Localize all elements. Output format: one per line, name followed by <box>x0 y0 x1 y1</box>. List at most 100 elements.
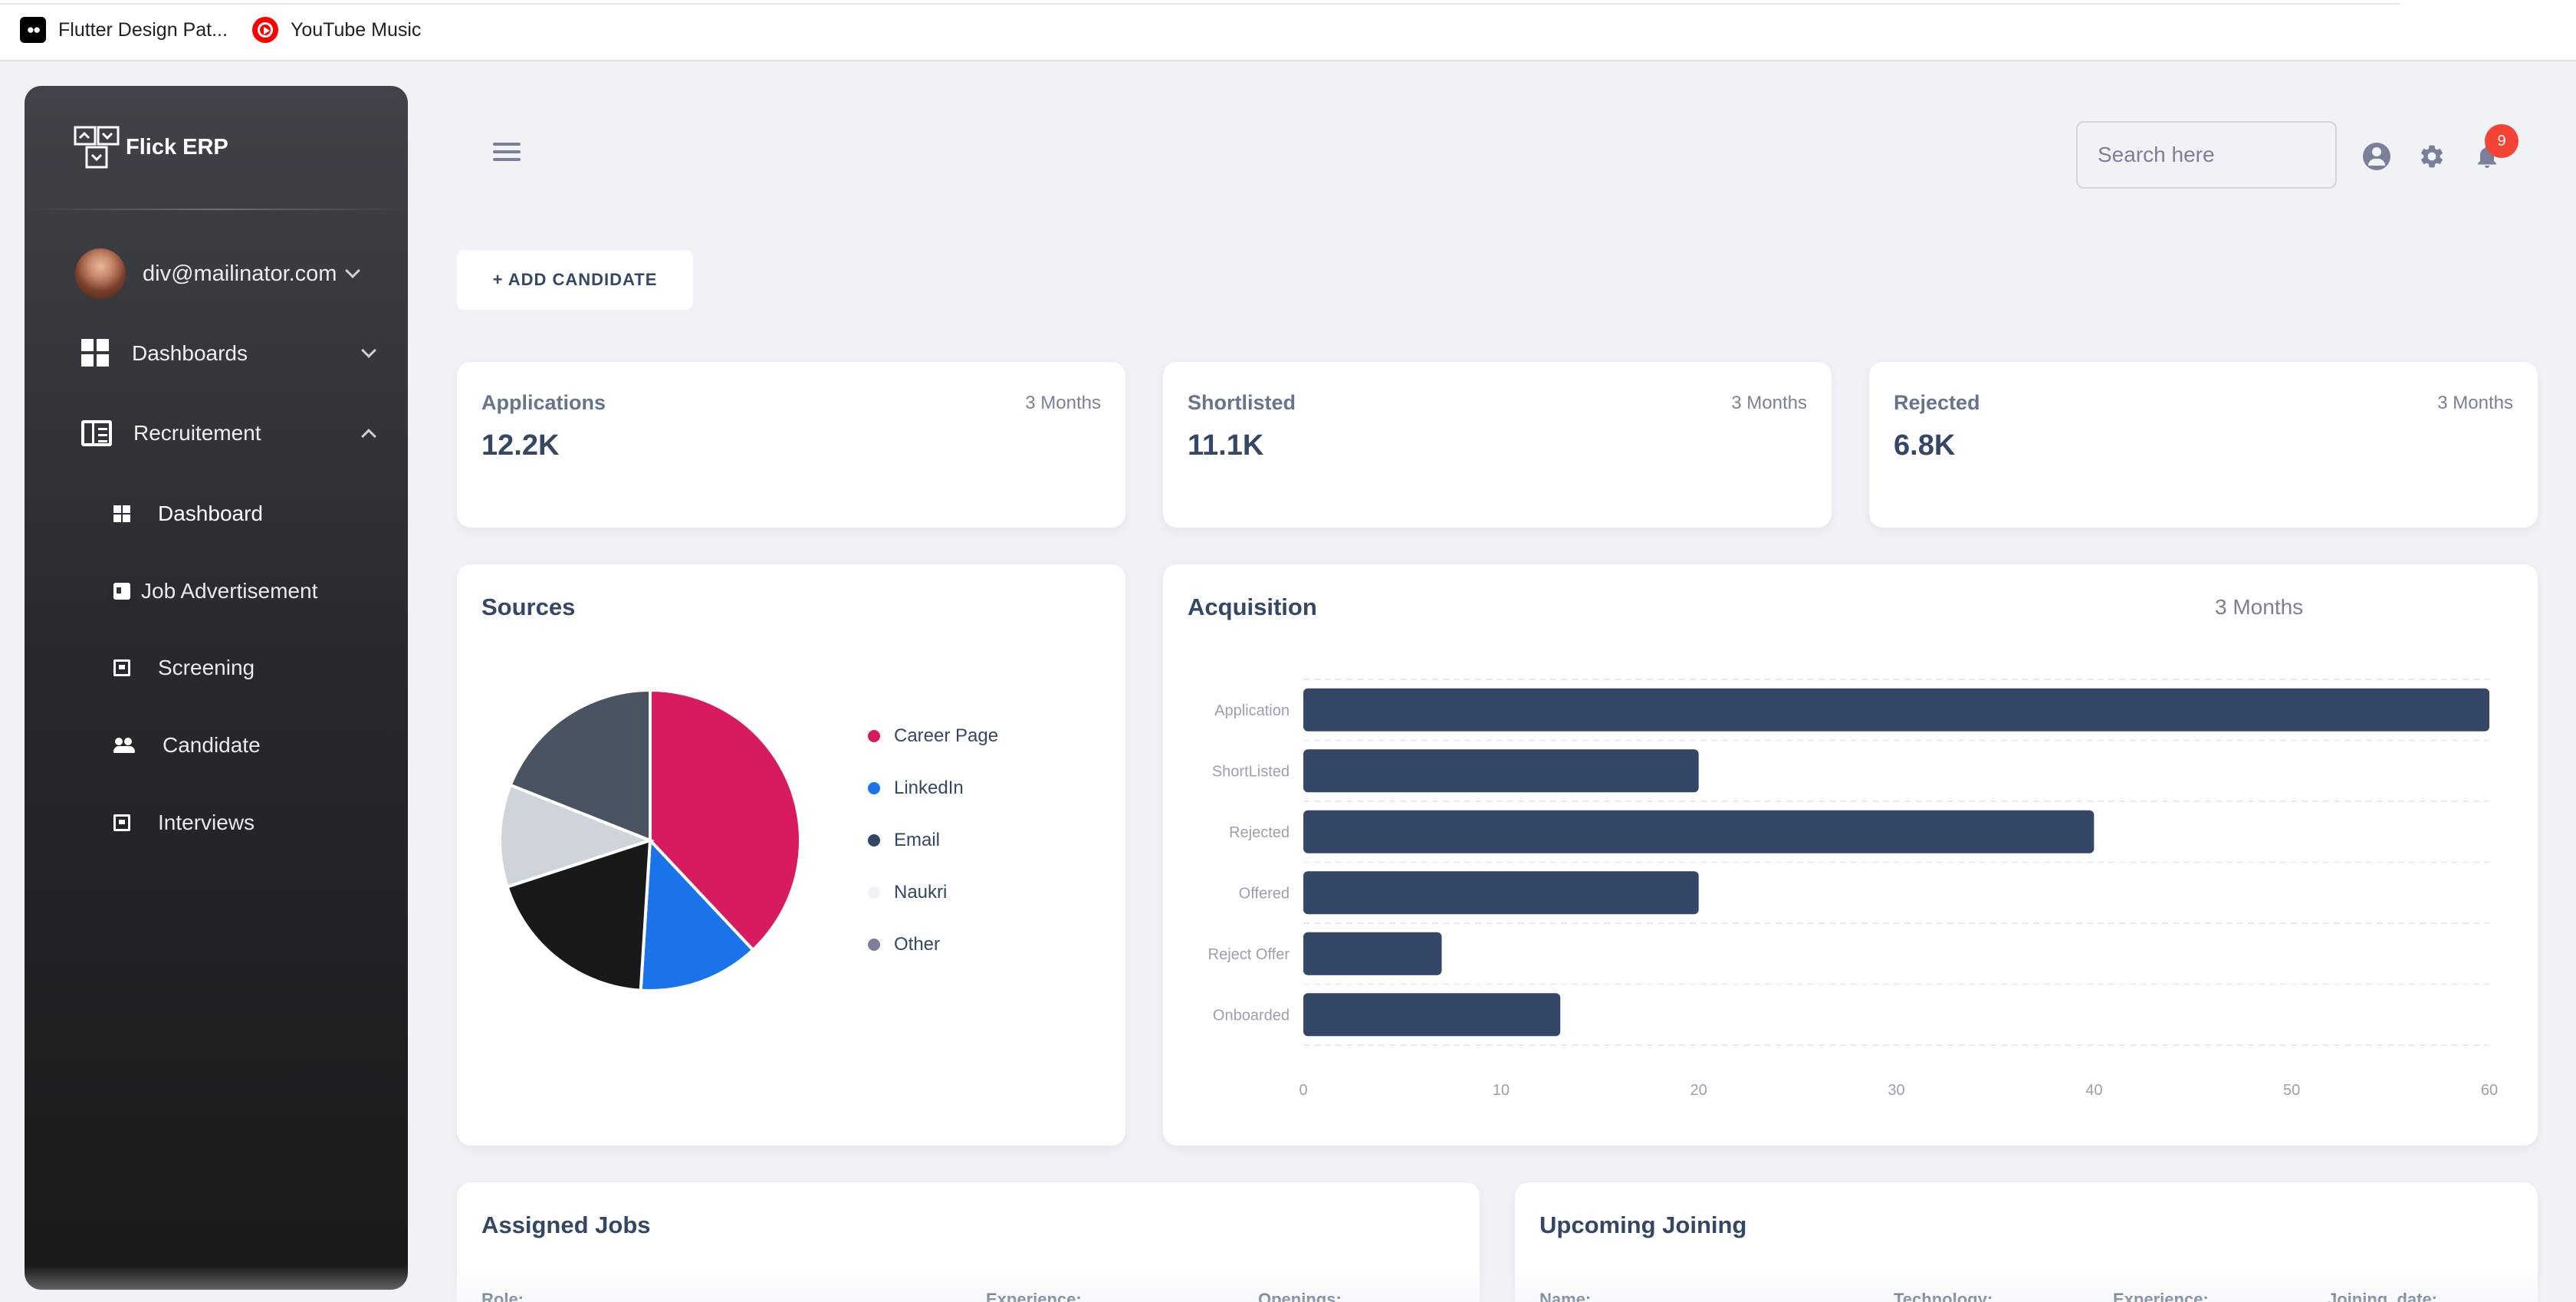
recruitment-icon <box>81 420 112 446</box>
stat-title: Rejected <box>1894 391 1980 414</box>
pie-slice-career-page[interactable] <box>649 688 802 952</box>
sidebar-subitem-screening[interactable]: Screening <box>113 656 255 680</box>
pie-slice-email[interactable] <box>505 838 652 992</box>
card-icon <box>113 583 130 600</box>
card-title: Upcoming Joining <box>1539 1212 1747 1238</box>
sidebar-divider <box>25 209 408 210</box>
legend-label: LinkedIn <box>894 778 964 798</box>
sidebar-subitem-interviews[interactable]: Interviews <box>113 810 255 835</box>
y-tick-label: ShortListed <box>1212 763 1290 780</box>
x-tick-label: 30 <box>1888 1082 1904 1099</box>
sidebar-subitem-label: Interviews <box>158 810 255 834</box>
upcoming-joining-card: Upcoming Joining Name: Technology: Exper… <box>1515 1182 2538 1302</box>
account-icon[interactable] <box>2363 143 2390 170</box>
dashboard-small-icon <box>113 505 130 522</box>
y-tick-label: Offered <box>1239 885 1290 902</box>
legend-label: Naukri <box>894 882 948 903</box>
card-title: Sources <box>481 593 576 620</box>
bookmark-youtube-music[interactable]: YouTube Music <box>251 17 422 43</box>
x-tick-label: 40 <box>2085 1082 2102 1099</box>
bar-reject-offer[interactable] <box>1303 932 1442 975</box>
column-header-experience: Experience: <box>986 1290 1082 1302</box>
stat-card-rejected: Rejected 3 Months 6.8K <box>1869 362 2538 528</box>
chevron-down-icon <box>345 263 361 278</box>
y-tick-label: Application <box>1214 702 1290 719</box>
stat-value: 6.8K <box>1894 429 1956 462</box>
user-menu[interactable]: div@mailinator.com <box>75 248 361 299</box>
bar-rejected[interactable] <box>1303 810 2095 853</box>
dashboard-icon <box>81 339 110 368</box>
legend-item[interactable]: Other <box>868 919 998 971</box>
pie-slice-naukri[interactable] <box>498 783 655 889</box>
legend-item[interactable]: Naukri <box>868 866 998 919</box>
stat-card-applications: Applications 3 Months 12.2K <box>457 362 1125 528</box>
bar-offered[interactable] <box>1303 871 1699 915</box>
acquisition-bar-chart: Application ShortListed Rejected Offered Rej… <box>1208 679 2498 1099</box>
menu-toggle-icon[interactable] <box>493 143 521 161</box>
sidebar-subitem-dashboard[interactable]: Dashboard <box>113 501 263 526</box>
x-tick-label: 0 <box>1299 1082 1307 1099</box>
bar-onboarded[interactable] <box>1303 993 1561 1037</box>
sidebar-subitem-label: Job Advertisement <box>141 579 318 603</box>
stat-period[interactable]: 3 Months <box>1025 393 1101 413</box>
column-header-joining-date: Joining_date: <box>2328 1290 2438 1302</box>
legend-dot <box>868 939 880 951</box>
bar-application[interactable] <box>1303 688 2489 732</box>
stat-value: 12.2K <box>481 429 560 462</box>
sidebar-subitem-label: Dashboard <box>158 501 263 525</box>
legend-item[interactable]: Career Page <box>868 710 998 762</box>
stat-period[interactable]: 3 Months <box>1731 393 1807 413</box>
legend-label: Email <box>894 830 941 850</box>
add-candidate-button[interactable]: + ADD CANDIDATE <box>457 250 693 310</box>
legend-dot <box>868 886 880 899</box>
legend-item[interactable]: Email <box>868 814 998 866</box>
sidebar-subitem-label: Screening <box>158 656 255 679</box>
people-icon <box>113 738 135 753</box>
avatar <box>75 248 126 299</box>
sources-legend: Career Page LinkedIn Email Naukri Other <box>868 710 998 971</box>
gear-icon[interactable] <box>2418 143 2446 170</box>
legend-dot <box>868 782 880 794</box>
column-header-experience: Experience: <box>2113 1290 2209 1302</box>
frame-icon <box>113 659 130 676</box>
frame-icon <box>113 814 130 831</box>
sidebar-subitem-job-advertisement[interactable]: Job Advertisement <box>113 579 317 603</box>
bookmark-flutter[interactable]: ●● Flutter Design Pat... <box>20 17 228 43</box>
bookmark-label: YouTube Music <box>290 18 422 41</box>
x-tick-label: 10 <box>1493 1082 1510 1099</box>
y-tick-label: Onboarded <box>1213 1007 1290 1024</box>
stat-period[interactable]: 3 Months <box>2437 393 2513 413</box>
column-header-name: Name: <box>1539 1290 1592 1302</box>
acquisition-card: Acquisition 3 Months Application ShortLis… <box>1163 564 2538 1146</box>
legend-dot <box>868 730 880 742</box>
pie-slice-linkedin[interactable] <box>639 837 755 992</box>
sources-pie-chart <box>498 688 802 992</box>
legend-item[interactable]: LinkedIn <box>868 762 998 814</box>
bookmarks-bar: ●● Flutter Design Pat... YouTube Music <box>0 0 2576 61</box>
bar-shortlisted[interactable] <box>1303 749 1699 793</box>
sidebar: Flick ERP div@mailinator.com Dashboards … <box>25 86 408 1290</box>
card-title: Acquisition <box>1188 593 1317 620</box>
stat-value: 11.1K <box>1188 429 1264 462</box>
brand-name: Flick ERP <box>126 134 228 159</box>
user-email: div@mailinator.com <box>143 261 337 286</box>
stat-card-shortlisted: Shortlisted 3 Months 11.1K <box>1163 362 1832 528</box>
brand[interactable]: Flick ERP <box>74 124 228 170</box>
sidebar-subitem-candidate[interactable]: Candidate <box>113 733 261 758</box>
search-input[interactable] <box>2076 121 2337 189</box>
brand-logo-icon <box>74 126 120 169</box>
sidebar-item-label: Dashboards <box>132 341 248 365</box>
legend-label: Career Page <box>894 725 999 746</box>
medium-icon: ●● <box>20 17 46 43</box>
sources-card: Sources Career Page LinkedIn Email Naukri Ot… <box>457 564 1125 1146</box>
pie-slice-other[interactable] <box>508 688 652 843</box>
youtube-music-icon <box>251 17 278 43</box>
sidebar-item-recruitement[interactable]: Recruitement <box>81 420 380 446</box>
notification-badge: 9 <box>2485 124 2518 158</box>
column-header-technology: Technology: <box>1894 1290 1993 1302</box>
assigned-jobs-card: Assigned Jobs Role: Experience: Openings… <box>457 1182 1480 1302</box>
sidebar-subitem-label: Candidate <box>163 733 261 757</box>
x-tick-label: 60 <box>2481 1082 2498 1099</box>
sidebar-item-dashboards[interactable]: Dashboards <box>81 339 380 368</box>
acquisition-period[interactable]: 3 Months <box>2215 595 2304 619</box>
